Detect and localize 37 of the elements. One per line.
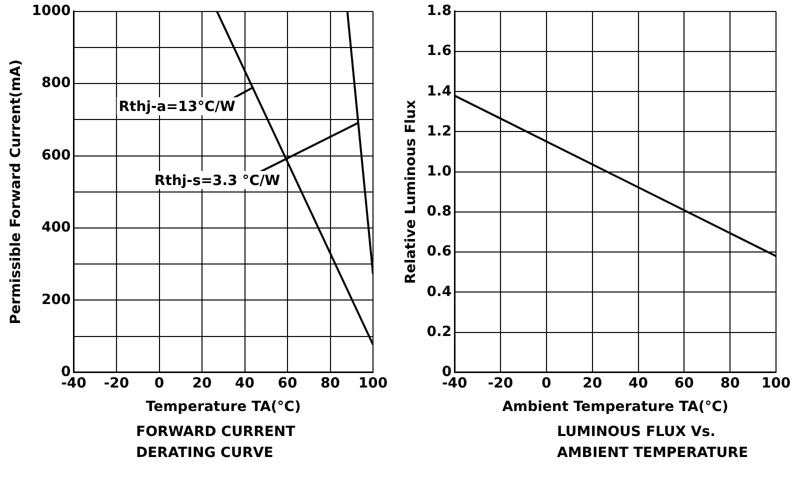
x-axis-title: Temperature TA(°C) bbox=[146, 399, 301, 416]
y-tick-label: 400 bbox=[42, 220, 72, 236]
annotation: Rthj-s=3.3 °C/W bbox=[154, 172, 280, 189]
y-tick-label: 1.6 bbox=[426, 43, 452, 60]
y-tick-label: 1.2 bbox=[426, 123, 452, 140]
y-tick-label: 800 bbox=[42, 75, 72, 92]
annotation: Rthj-a=13°C/W bbox=[118, 99, 236, 116]
x-tick-label: 20 bbox=[582, 375, 602, 392]
x-tick-label: 80 bbox=[720, 375, 740, 392]
y-tick-label: 600 bbox=[42, 147, 72, 164]
y-axis-title: Relative Luminous Flux bbox=[403, 100, 420, 284]
x-tick-label: -20 bbox=[104, 375, 130, 392]
x-tick-label: 80 bbox=[320, 375, 340, 392]
text: FORWARD CURRENT DERATING CURVE bbox=[136, 423, 296, 463]
y-tick-label: 1.0 bbox=[426, 163, 452, 180]
x-tick-label: 0 bbox=[154, 375, 164, 392]
x-tick-label: 100 bbox=[761, 375, 791, 392]
y-tick-label: 0.2 bbox=[426, 324, 452, 340]
y-tick-label: 1.4 bbox=[426, 83, 452, 100]
x-axis-title: Ambient Temperature TA(°C) bbox=[502, 399, 728, 416]
y-tick-label: 1000 bbox=[32, 3, 72, 20]
text: LUMINOUS FLUX Vs. AMBIENT TEMPERATURE bbox=[557, 423, 750, 463]
x-tick-label: 40 bbox=[235, 375, 255, 392]
y-tick-label: 200 bbox=[42, 292, 72, 308]
x-tick-label: 40 bbox=[628, 375, 648, 392]
x-tick-label: 100 bbox=[358, 375, 388, 392]
x-tick-label: 20 bbox=[192, 375, 212, 392]
x-tick-label: -20 bbox=[488, 375, 514, 392]
y-tick-label: 0.6 bbox=[426, 244, 452, 260]
x-tick-label: 60 bbox=[278, 375, 298, 392]
y-tick-label: 1.8 bbox=[426, 3, 452, 20]
y-tick-label: 0.4 bbox=[426, 284, 452, 300]
x-tick-label: 60 bbox=[674, 375, 694, 392]
x-tick-label: -40 bbox=[61, 375, 87, 392]
y-axis-title: Permissible Forward Current(mA) bbox=[8, 59, 24, 324]
y-tick-label: 0.8 bbox=[426, 204, 452, 220]
x-tick-label: 0 bbox=[542, 375, 552, 392]
